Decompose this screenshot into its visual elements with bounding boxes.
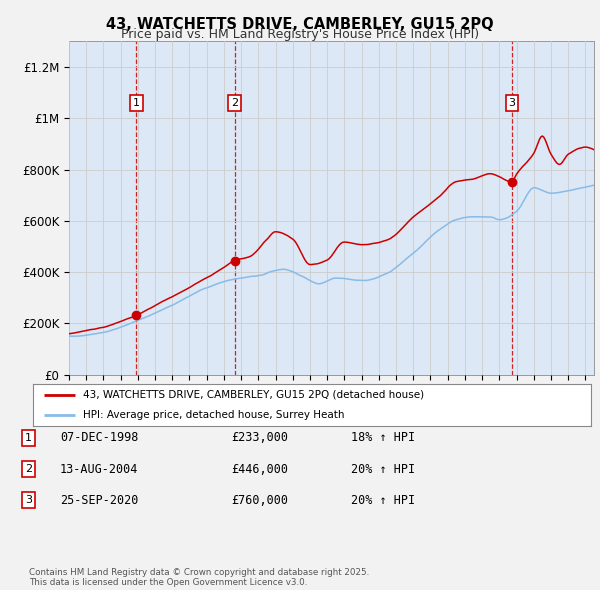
Text: £446,000: £446,000 bbox=[231, 463, 288, 476]
Bar bbox=[136, 41, 235, 375]
Text: HPI: Average price, detached house, Surrey Heath: HPI: Average price, detached house, Surr… bbox=[83, 409, 345, 419]
Text: 25-SEP-2020: 25-SEP-2020 bbox=[60, 494, 139, 507]
Text: 3: 3 bbox=[25, 496, 32, 505]
Text: £233,000: £233,000 bbox=[231, 431, 288, 444]
Text: Price paid vs. HM Land Registry's House Price Index (HPI): Price paid vs. HM Land Registry's House … bbox=[121, 28, 479, 41]
Text: 2: 2 bbox=[25, 464, 32, 474]
Text: 1: 1 bbox=[133, 98, 140, 108]
Text: 2: 2 bbox=[231, 98, 238, 108]
Text: 18% ↑ HPI: 18% ↑ HPI bbox=[351, 431, 415, 444]
Bar bbox=[235, 41, 512, 375]
Text: 3: 3 bbox=[508, 98, 515, 108]
Text: 20% ↑ HPI: 20% ↑ HPI bbox=[351, 494, 415, 507]
Text: 13-AUG-2004: 13-AUG-2004 bbox=[60, 463, 139, 476]
Bar bbox=[512, 41, 594, 375]
Text: 43, WATCHETTS DRIVE, CAMBERLEY, GU15 2PQ (detached house): 43, WATCHETTS DRIVE, CAMBERLEY, GU15 2PQ… bbox=[83, 390, 424, 400]
Text: 1: 1 bbox=[25, 433, 32, 442]
Text: 07-DEC-1998: 07-DEC-1998 bbox=[60, 431, 139, 444]
Text: £760,000: £760,000 bbox=[231, 494, 288, 507]
Text: 20% ↑ HPI: 20% ↑ HPI bbox=[351, 463, 415, 476]
Text: Contains HM Land Registry data © Crown copyright and database right 2025.
This d: Contains HM Land Registry data © Crown c… bbox=[29, 568, 369, 587]
Bar bbox=[69, 41, 136, 375]
Text: 43, WATCHETTS DRIVE, CAMBERLEY, GU15 2PQ: 43, WATCHETTS DRIVE, CAMBERLEY, GU15 2PQ bbox=[106, 17, 494, 31]
